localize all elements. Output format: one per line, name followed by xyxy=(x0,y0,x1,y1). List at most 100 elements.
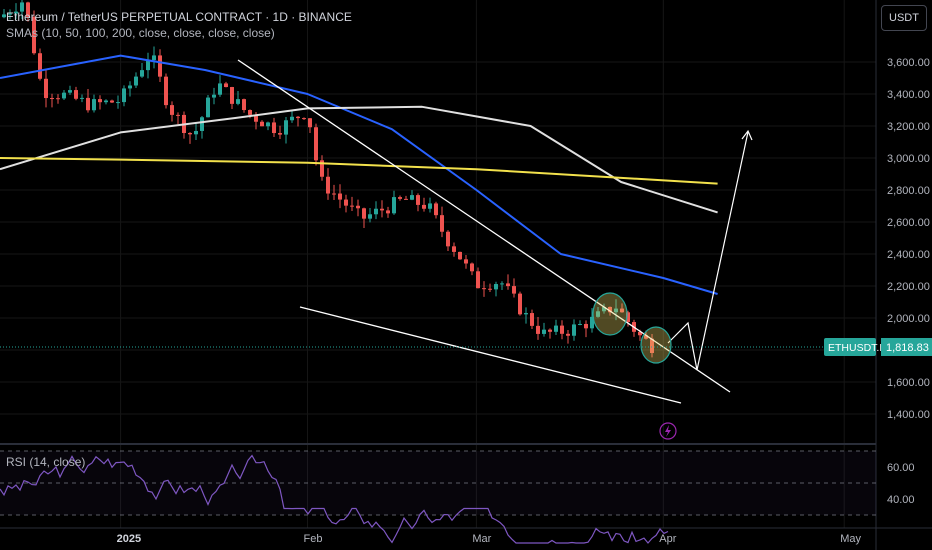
price-tick-label: 3,200.00 xyxy=(887,121,930,133)
candle-body xyxy=(344,199,348,206)
candle-body xyxy=(212,94,216,98)
price-tick-label: 1,600.00 xyxy=(887,377,930,389)
candle-body xyxy=(176,114,180,116)
candle-body xyxy=(122,88,126,103)
candle-body xyxy=(530,313,534,326)
candle-body xyxy=(146,60,150,71)
candle-body xyxy=(518,293,522,315)
candle-body xyxy=(368,214,372,219)
candle-body xyxy=(218,83,222,95)
candle-body xyxy=(134,76,138,86)
candle-body xyxy=(338,193,342,200)
rsi-tick-label: 40.00 xyxy=(887,494,915,506)
price-tick-label: 2,000.00 xyxy=(887,313,930,325)
projection-path xyxy=(667,131,749,371)
candle-body xyxy=(296,116,300,119)
candle-body xyxy=(524,313,528,315)
candle-body xyxy=(86,97,90,111)
candle-body xyxy=(302,118,306,120)
candle-body xyxy=(542,329,546,334)
candle-body xyxy=(644,335,648,339)
candle-body xyxy=(560,325,564,334)
candles xyxy=(2,0,654,358)
candle-body xyxy=(602,306,606,312)
candle-body xyxy=(164,76,168,106)
candle-body xyxy=(464,259,468,264)
candle-body xyxy=(626,312,630,323)
time-tick-label: 2025 xyxy=(117,533,141,545)
candle-body xyxy=(548,329,552,332)
candle-body xyxy=(140,70,144,77)
candle-body xyxy=(422,204,426,209)
candle-body xyxy=(74,90,78,99)
candle-body xyxy=(410,195,414,200)
candle-body xyxy=(266,122,270,127)
candle-body xyxy=(56,98,60,100)
chart-title: Ethereum / TetherUS PERPETUAL CONTRACT ·… xyxy=(6,10,352,24)
symbol-tag xyxy=(824,337,876,356)
candle-body xyxy=(446,231,450,247)
candle-body xyxy=(320,160,324,177)
candle-body xyxy=(584,323,588,329)
candle-body xyxy=(614,308,618,313)
candle-body xyxy=(512,286,516,294)
candle-body xyxy=(578,323,582,325)
grid xyxy=(0,0,876,528)
candle-body xyxy=(620,308,624,313)
candle-body xyxy=(416,195,420,205)
candle-body xyxy=(608,306,612,313)
price-tick-label: 2,400.00 xyxy=(887,249,930,261)
candle-body xyxy=(308,118,312,128)
candle-body xyxy=(104,100,108,103)
candle-body xyxy=(374,208,378,215)
highlight-circle xyxy=(640,326,672,364)
candle-body xyxy=(206,97,210,118)
candle-body xyxy=(380,208,384,211)
candle-body xyxy=(650,338,654,354)
candle-body xyxy=(362,208,366,219)
candle-body xyxy=(50,98,54,100)
drawing-annotations xyxy=(237,59,753,404)
candle-body xyxy=(272,122,276,134)
time-axis: 2025 Feb Mar Apr May xyxy=(117,533,862,545)
candle-body xyxy=(482,288,486,290)
candle-body xyxy=(260,121,264,127)
highlight-circle xyxy=(592,292,628,336)
candle-body xyxy=(116,102,120,104)
candle-body xyxy=(2,14,6,18)
candle-body xyxy=(224,83,228,88)
candle-body xyxy=(170,105,174,115)
candle-body xyxy=(20,2,24,12)
candle-body xyxy=(38,53,42,79)
price-tick-label: 2,200.00 xyxy=(887,281,930,293)
candle-body xyxy=(326,176,330,194)
candle-body xyxy=(278,133,282,135)
candle-body xyxy=(386,210,390,214)
price-tick-label: 2,600.00 xyxy=(887,217,930,229)
rsi-pane: 60.00 40.00 xyxy=(0,450,915,544)
candle-body xyxy=(158,55,162,77)
candle-body xyxy=(590,316,594,329)
time-tick-label: Apr xyxy=(659,533,676,545)
sma-line-sma-100 xyxy=(0,105,718,214)
candle-body xyxy=(638,331,642,336)
candle-body xyxy=(200,117,204,131)
time-tick-label: Feb xyxy=(304,533,323,545)
candle-body xyxy=(500,283,504,285)
price-tick-label: 1,400.00 xyxy=(887,409,930,421)
candle-body xyxy=(398,197,402,199)
candle-body xyxy=(404,198,408,200)
projection-arrowhead xyxy=(741,129,753,141)
rsi-label: RSI (14, close) xyxy=(6,455,86,469)
candle-body xyxy=(44,78,48,99)
price-tick-label: 3,600.00 xyxy=(887,57,930,69)
candle-body xyxy=(440,215,444,232)
candle-body xyxy=(434,203,438,216)
currency-button[interactable]: USDT xyxy=(881,5,927,31)
candle-body xyxy=(554,325,558,332)
candle-body xyxy=(470,263,474,272)
candle-body xyxy=(80,97,84,99)
candle-body xyxy=(32,16,36,54)
